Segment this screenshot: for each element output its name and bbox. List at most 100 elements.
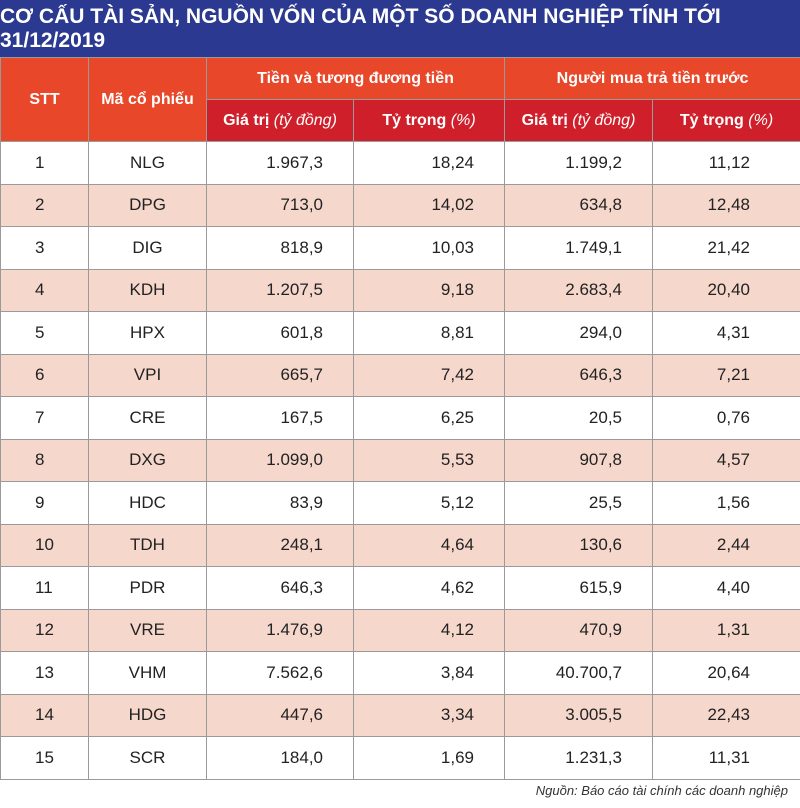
header-value-label: Giá trị (223, 111, 270, 129)
cell-adv-value: 20,5 (504, 396, 653, 440)
cell-adv-share: 4,31 (651, 311, 800, 355)
cell-cash-value: 184,0 (206, 736, 354, 780)
cell-adv-share: 0,76 (651, 396, 800, 440)
cell-cash-value: 1.099,0 (206, 438, 354, 482)
cell-stt: 5 (0, 311, 89, 355)
cell-cash-share: 5,12 (353, 481, 505, 525)
cell-adv-value: 2.683,4 (504, 268, 653, 312)
cell-cash-share: 10,03 (353, 226, 505, 270)
cell-cash-share: 4,12 (353, 608, 505, 652)
cell-stt: 2 (0, 183, 89, 227)
cell-adv-value: 130,6 (504, 523, 653, 567)
cell-adv-value: 646,3 (504, 353, 653, 397)
cell-adv-share: 20,40 (651, 268, 800, 312)
cell-code: SCR (88, 736, 207, 780)
cell-cash-share: 18,24 (353, 141, 505, 185)
table-row: 4 KDH 1.207,5 9,18 2.683,4 20,40 (0, 268, 800, 312)
cell-code: DPG (88, 183, 207, 227)
page-title: CƠ CẤU TÀI SẢN, NGUỒN VỐN CỦA MỘT SỐ DOA… (0, 4, 721, 52)
cell-adv-value: 1.199,2 (504, 141, 653, 185)
cell-stt: 12 (0, 608, 89, 652)
cell-adv-share: 4,57 (651, 438, 800, 482)
header-code: Mã cổ phiếu (88, 57, 207, 142)
cell-cash-value: 83,9 (206, 481, 354, 525)
cell-cash-share: 7,42 (353, 353, 505, 397)
cell-code: PDR (88, 566, 207, 610)
cell-stt: 6 (0, 353, 89, 397)
cell-stt: 11 (0, 566, 89, 610)
cell-adv-share: 11,31 (651, 736, 800, 780)
cell-adv-share: 11,12 (651, 141, 800, 185)
cell-cash-value: 601,8 (206, 311, 354, 355)
cell-stt: 7 (0, 396, 89, 440)
cell-cash-share: 3,84 (353, 651, 505, 695)
cell-code: HPX (88, 311, 207, 355)
table-row: 14 HDG 447,6 3,34 3.005,5 22,43 (0, 693, 800, 737)
cell-cash-value: 646,3 (206, 566, 354, 610)
cell-code: TDH (88, 523, 207, 567)
cell-stt: 8 (0, 438, 89, 482)
header-cash-value: Giá trị (tỷ đồng) (206, 99, 354, 142)
cell-stt: 1 (0, 141, 89, 185)
cell-cash-share: 8,81 (353, 311, 505, 355)
cell-code: DXG (88, 438, 207, 482)
cell-stt: 13 (0, 651, 89, 695)
cell-adv-share: 2,44 (651, 523, 800, 567)
cell-adv-value: 40.700,7 (504, 651, 653, 695)
table-row: 6 VPI 665,7 7,42 646,3 7,21 (0, 353, 800, 397)
table-row: 5 HPX 601,8 8,81 294,0 4,31 (0, 311, 800, 355)
cell-adv-value: 1.231,3 (504, 736, 653, 780)
cell-adv-share: 1,31 (651, 608, 800, 652)
cell-code: HDC (88, 481, 207, 525)
cell-adv-share: 1,56 (651, 481, 800, 525)
cell-cash-value: 248,1 (206, 523, 354, 567)
header-cash-group: Tiền và tương đương tiền (206, 57, 505, 100)
header-advance-group: Người mua trả tiền trước (503, 57, 800, 100)
header-adv-share: Tỷ trọng (%) (651, 99, 800, 142)
cell-cash-share: 6,25 (353, 396, 505, 440)
cell-code: DIG (88, 226, 207, 270)
cell-adv-value: 294,0 (504, 311, 653, 355)
cell-cash-share: 4,64 (353, 523, 505, 567)
header-value-unit: (tỷ đồng) (572, 111, 636, 129)
header-value-unit: (tỷ đồng) (273, 111, 337, 129)
cell-cash-value: 447,6 (206, 693, 354, 737)
cell-adv-value: 1.749,1 (504, 226, 653, 270)
cell-code: CRE (88, 396, 207, 440)
cell-code: VPI (88, 353, 207, 397)
cell-adv-value: 907,8 (504, 438, 653, 482)
cell-stt: 9 (0, 481, 89, 525)
cell-cash-share: 4,62 (353, 566, 505, 610)
cell-code: VRE (88, 608, 207, 652)
data-table: STT Mã cổ phiếu Tiền và tương đương tiền… (0, 57, 800, 780)
cell-code: NLG (88, 141, 207, 185)
cell-cash-share: 14,02 (353, 183, 505, 227)
header-cash-share: Tỷ trọng (%) (353, 99, 505, 142)
source-note: Nguồn: Báo cáo tài chính các doanh nghiệ… (535, 783, 788, 798)
table-row: 10 TDH 248,1 4,64 130,6 2,44 (0, 523, 800, 567)
table-row: 2 DPG 713,0 14,02 634,8 12,48 (0, 183, 800, 227)
cell-adv-value: 25,5 (504, 481, 653, 525)
cell-cash-value: 818,9 (206, 226, 354, 270)
cell-cash-value: 713,0 (206, 183, 354, 227)
table-row: 12 VRE 1.476,9 4,12 470,9 1,31 (0, 608, 800, 652)
cell-adv-share: 7,21 (651, 353, 800, 397)
table-row: 8 DXG 1.099,0 5,53 907,8 4,57 (0, 438, 800, 482)
cell-adv-share: 21,42 (651, 226, 800, 270)
cell-adv-value: 3.005,5 (504, 693, 653, 737)
cell-adv-value: 615,9 (504, 566, 653, 610)
cell-stt: 10 (0, 523, 89, 567)
cell-cash-share: 9,18 (353, 268, 505, 312)
cell-adv-share: 22,43 (651, 693, 800, 737)
cell-adv-share: 4,40 (651, 566, 800, 610)
cell-stt: 4 (0, 268, 89, 312)
header-share-label: Tỷ trọng (382, 111, 447, 129)
header-stt: STT (0, 57, 89, 142)
cell-cash-value: 1.476,9 (206, 608, 354, 652)
header-share-unit: (%) (748, 111, 774, 129)
cell-cash-value: 7.562,6 (206, 651, 354, 695)
cell-adv-value: 634,8 (504, 183, 653, 227)
title-bar: CƠ CẤU TÀI SẢN, NGUỒN VỐN CỦA MỘT SỐ DOA… (0, 0, 800, 57)
cell-cash-value: 665,7 (206, 353, 354, 397)
